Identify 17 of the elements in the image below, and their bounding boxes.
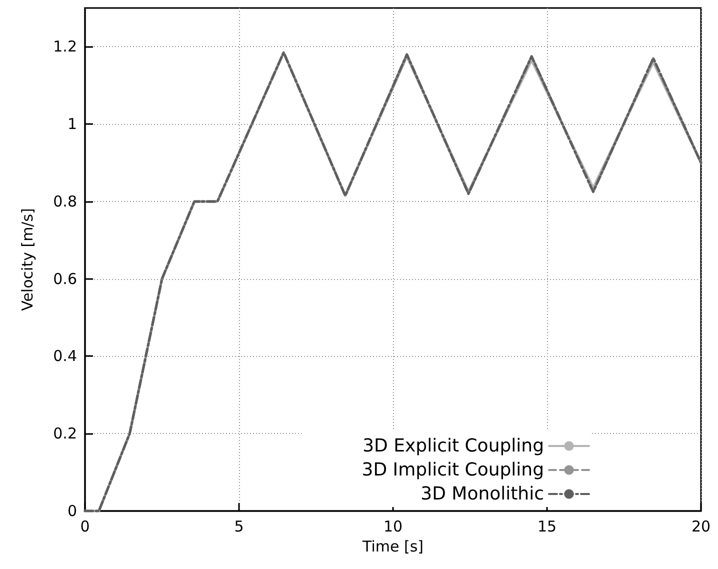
x-tick-label: 5 [234,518,244,536]
y-tick-label: 0.2 [53,424,77,443]
y-tick-label: 0.4 [53,347,77,366]
x-axis-title: Time [s] [362,538,424,556]
legend-label: 3D Implicit Coupling [362,460,544,480]
x-tick-label: 15 [537,518,557,536]
y-tick-label: 0.6 [53,270,77,288]
legend-label: 3D Explicit Coupling [362,436,544,456]
x-tick-label: 10 [383,518,403,536]
x-tick-label: 0 [80,518,90,536]
y-axis-title: Velocity [m/s] [18,208,36,311]
y-tick-label: 0 [67,502,77,520]
legend-label: 3D Monolithic [420,484,544,504]
y-tick-label: 1 [67,115,77,134]
y-tick-label: 1.2 [53,38,77,56]
y-tick-label: 0.8 [53,192,77,210]
x-tick-label: 20 [691,518,711,536]
